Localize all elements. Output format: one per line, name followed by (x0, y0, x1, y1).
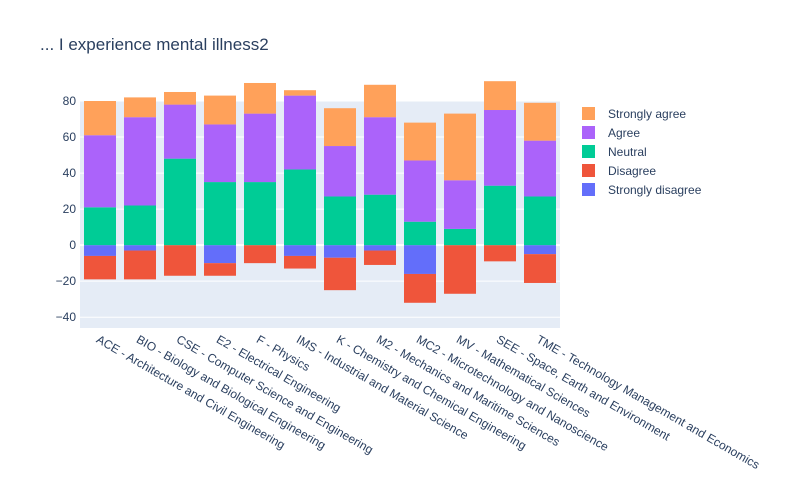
bar-segment (404, 245, 436, 274)
bar-segment (324, 146, 356, 197)
bar-segment (524, 196, 556, 246)
bar-segment (204, 245, 236, 264)
bar-segment (444, 245, 476, 294)
y-tick-label: −40 (56, 310, 77, 324)
legend-item[interactable]: Disagree (582, 164, 656, 178)
bar-segment (164, 158, 196, 246)
bar-segment (364, 250, 396, 265)
bar-segment (484, 110, 516, 186)
bar-segment (84, 101, 116, 136)
bar-segment (524, 102, 556, 141)
bar-segment (124, 117, 156, 206)
bar-segment (284, 90, 316, 96)
bar-segment (84, 255, 116, 280)
bar-segment (164, 245, 196, 276)
bar-segment (204, 95, 236, 125)
bar-segment (84, 207, 116, 246)
bar-segment (124, 97, 156, 118)
bar-segment (404, 122, 436, 161)
legend-label: Disagree (608, 164, 656, 178)
bar-segment (524, 140, 556, 197)
legend-swatch (582, 126, 595, 139)
bar-segment (244, 82, 276, 114)
y-tick-label: 40 (63, 166, 77, 180)
bar-segment (284, 95, 316, 170)
bar-segment (444, 113, 476, 181)
bar-segment (84, 245, 116, 256)
bar-segment (324, 196, 356, 246)
legend[interactable]: Strongly agree Agree Neutral Disagree Strong… (582, 107, 702, 197)
bar-segment (284, 169, 316, 246)
bar-segment (204, 182, 236, 246)
plot-area (80, 101, 560, 328)
bar-segment (84, 135, 116, 208)
legend-item[interactable]: Strongly disagree (582, 183, 702, 197)
y-tick-label: −20 (56, 274, 77, 288)
x-axis-ticks: ACE - Architecture and Civil Engineering… (94, 332, 762, 472)
legend-swatch (582, 164, 595, 177)
bar-segment (524, 245, 556, 255)
bar-segment (404, 160, 436, 222)
legend-item[interactable]: Agree (582, 126, 640, 140)
bar-segment (364, 84, 396, 118)
bar-segment (484, 81, 516, 111)
bar-segment (164, 91, 196, 105)
chart-title: ... I experience mental illness2 (40, 35, 269, 54)
legend-swatch (582, 183, 595, 196)
bar-segment (364, 245, 396, 251)
legend-label: Strongly disagree (608, 183, 702, 197)
legend-swatch (582, 145, 595, 158)
y-tick-label: 60 (63, 130, 77, 144)
bar-segment (284, 255, 316, 269)
legend-item[interactable]: Strongly agree (582, 107, 686, 121)
y-axis-ticks: 80 60 40 20 0 −20 −40 (56, 94, 77, 324)
bar-segment (324, 108, 356, 147)
grid-layer (80, 100, 560, 318)
bar-segment (484, 185, 516, 246)
bar-segment (404, 273, 436, 303)
bar-segment (444, 180, 476, 229)
bar-segment (204, 263, 236, 276)
legend-item[interactable]: Neutral (582, 145, 647, 159)
bar-segment (364, 117, 396, 195)
bar-segment (164, 104, 196, 159)
bar-segment (404, 221, 436, 246)
y-tick-label: 0 (69, 238, 76, 252)
bar-segment (244, 113, 276, 183)
bar-segment (244, 182, 276, 246)
bar-segment (484, 245, 516, 262)
y-tick-label: 20 (63, 202, 77, 216)
legend-label: Agree (608, 126, 640, 140)
bar-segment (244, 245, 276, 264)
legend-label: Neutral (608, 145, 647, 159)
legend-swatch (582, 107, 595, 120)
bar-segment (524, 254, 556, 283)
bar-segment (284, 245, 316, 256)
bar-segment (204, 124, 236, 183)
legend-label: Strongly agree (608, 107, 686, 121)
bar-segment (324, 257, 356, 291)
bar-segment (124, 205, 156, 246)
bar-segment (124, 245, 156, 251)
bar-segment (124, 250, 156, 280)
bar-segment (444, 228, 476, 246)
bar-segment (364, 194, 396, 246)
bars-layer (84, 81, 556, 303)
y-tick-label: 80 (63, 94, 77, 108)
bar-segment (324, 245, 356, 258)
